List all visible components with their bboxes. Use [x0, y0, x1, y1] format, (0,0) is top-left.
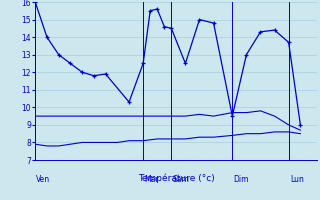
Text: Mar: Mar [144, 175, 159, 184]
Text: Lun: Lun [290, 175, 304, 184]
X-axis label: Température (°c): Température (°c) [138, 174, 214, 183]
Text: Dim: Dim [234, 175, 249, 184]
Text: Ven: Ven [36, 175, 51, 184]
Text: Sam: Sam [172, 175, 189, 184]
